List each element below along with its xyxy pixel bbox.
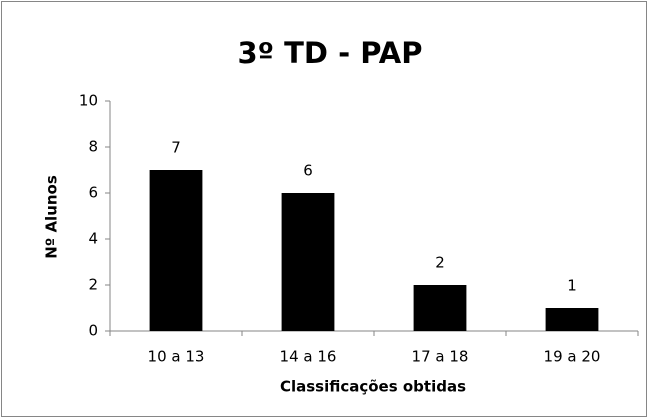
data-label: 6 [303, 162, 313, 180]
x-tick-label: 14 a 16 [280, 348, 337, 366]
data-label: 7 [171, 139, 181, 157]
y-tick-label: 8 [88, 138, 98, 156]
x-tick-label: 10 a 13 [148, 348, 205, 366]
x-tick-label: 19 a 20 [544, 348, 601, 366]
x-axis-title: Classificações obtidas [280, 378, 466, 396]
chart-title: 3º TD - PAP [237, 36, 422, 70]
y-axis-title: Nº Alunos [43, 175, 61, 259]
bar [281, 193, 335, 331]
x-tick-label: 17 a 18 [412, 348, 469, 366]
data-label: 2 [435, 254, 445, 272]
y-tick-label: 0 [88, 322, 98, 340]
y-tick-label: 10 [79, 92, 98, 110]
bar [545, 308, 599, 331]
data-label: 1 [567, 277, 577, 295]
bar [149, 170, 203, 331]
bar [413, 285, 467, 331]
y-tick-label: 2 [88, 276, 98, 294]
y-tick-label: 6 [88, 184, 98, 202]
y-tick-label: 4 [88, 230, 98, 248]
